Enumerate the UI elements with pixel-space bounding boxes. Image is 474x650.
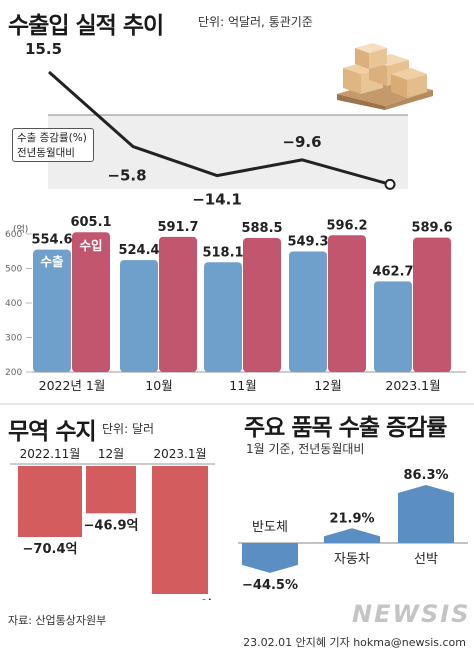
balance-category-label: 12월 [98, 447, 124, 461]
export-import-bar-chart: (억) 200 300 400 500 600 554.6 605.1 2022년 1월 524… [5, 215, 466, 393]
balance-bar [18, 466, 82, 538]
balance-category-label: 2023.1월 [153, 447, 206, 461]
import-bar [328, 235, 366, 372]
import-value-label: 596.2 [326, 218, 367, 233]
balance-value-label: −126.9억 [148, 599, 212, 600]
newsis-logo: NEWSIS [352, 600, 471, 628]
export-bar [33, 249, 71, 372]
balance-category-label: 2022.11월 [20, 447, 81, 461]
main-chart-unit: 단위: 억달러, 통관기준 [198, 15, 313, 29]
item-category-label: 선박 [414, 552, 438, 567]
export-value-label: 524.4 [118, 243, 159, 258]
y-tick-label: 300 [5, 334, 22, 344]
trade-balance-bar-chart: 2022.11월 −70.4억 12월 −46.9억 2023.1월 −126.9억 [10, 447, 215, 600]
main-chart-title: 수출입 실적 추이 [8, 13, 164, 39]
trade-balance-unit: 단위: 달러 [102, 422, 155, 436]
balance-value-label: −46.9억 [84, 518, 139, 533]
import-bar [243, 237, 281, 372]
export-bar [120, 260, 158, 372]
yaxis-unit-label: (억) [13, 223, 28, 235]
balance-value-label: −70.4억 [23, 542, 78, 557]
y-tick-label: 400 [5, 299, 22, 309]
balance-bar [152, 466, 208, 594]
x-category-label: 2022년 1월 [39, 378, 106, 393]
item-category-label: 반도체 [252, 520, 288, 535]
export-bar [374, 281, 412, 372]
item-growth-bar-chart: 반도체 −44.5% 21.9% 자동차 86.3% 선박 [238, 468, 468, 593]
import-bar [159, 236, 197, 372]
credit-text: 23.02.01 안지혜 기자 hokma@newsis.com [243, 636, 466, 649]
import-legend-label: 수입 [79, 238, 102, 253]
growth-data-label: 15.5 [25, 40, 62, 58]
import-value-label: 591.7 [157, 220, 198, 235]
y-tick-label: 500 [5, 265, 22, 275]
import-value-label: 605.1 [70, 215, 111, 230]
item-growth-title: 주요 품목 수출 증감률 [244, 415, 447, 441]
item-value-label: 86.3% [403, 468, 448, 483]
x-category-label: 2023.1월 [385, 378, 440, 393]
section-divider [0, 403, 474, 405]
import-bar [413, 237, 451, 372]
item-growth-bar [324, 528, 380, 543]
growth-data-label: −14.1 [192, 191, 242, 205]
export-growth-line-chart: 15.5−5.8−14.1−9.6−16.6% [25, 40, 408, 205]
export-value-label: 554.6 [31, 233, 72, 248]
line-legend-sublabel: 전년동월대비 [17, 147, 75, 159]
y-tick-label: 600 [5, 230, 22, 240]
export-value-label: 518.1 [202, 245, 243, 260]
line-end-marker [384, 178, 396, 190]
import-value-label: 588.5 [241, 221, 282, 236]
export-growth-line [48, 70, 391, 186]
import-bar [72, 232, 110, 372]
export-value-label: 549.3 [287, 234, 328, 249]
item-category-label: 자동차 [334, 552, 370, 567]
export-bar [289, 251, 327, 372]
line-chart-panel [48, 115, 408, 189]
y-tick-label: 200 [5, 368, 22, 378]
cargo-boxes-icon [337, 43, 433, 110]
line-legend-box: 수출 증감률(%) 전년동월대비 [12, 128, 94, 162]
item-value-label: 21.9% [329, 511, 374, 526]
balance-bar [86, 466, 136, 514]
item-growth-subtitle: 1월 기준, 전년동월대비 [246, 442, 365, 456]
item-growth-bar [242, 543, 298, 573]
growth-data-label: −9.6 [282, 133, 321, 151]
x-category-label: 12월 [314, 378, 341, 393]
item-growth-bar [398, 485, 454, 543]
x-category-label: 11월 [229, 378, 256, 393]
line-legend-label: 수출 증감률(%) [17, 132, 87, 144]
export-bar [204, 262, 242, 372]
source-text: 자료: 산업통상자원부 [8, 614, 107, 627]
export-value-label: 462.7 [372, 264, 413, 279]
export-legend-label: 수출 [40, 254, 64, 269]
x-category-label: 10월 [145, 378, 172, 393]
growth-data-label: −5.8 [107, 167, 146, 185]
item-value-label: −44.5% [242, 578, 298, 593]
import-value-label: 589.6 [411, 221, 452, 236]
trade-balance-title: 무역 수지 [8, 419, 97, 445]
